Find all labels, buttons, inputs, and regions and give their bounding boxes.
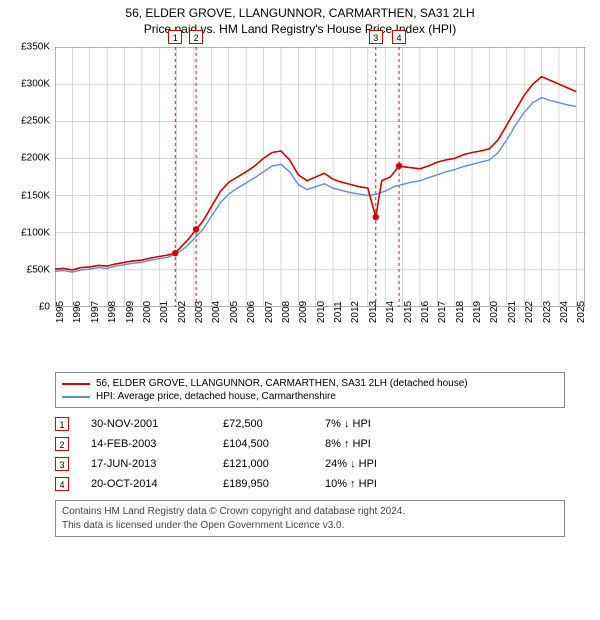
x-tick-label: 2012 bbox=[350, 301, 361, 323]
y-tick-label: £250K bbox=[21, 116, 50, 127]
sale-pct: 10% ↑ HPI bbox=[325, 478, 415, 490]
x-tick-label: 2009 bbox=[298, 301, 309, 323]
x-tick-label: 2016 bbox=[420, 301, 431, 323]
y-tick-label: £0 bbox=[39, 302, 50, 313]
y-tick-label: £100K bbox=[21, 227, 50, 238]
x-tick-label: 2024 bbox=[559, 301, 570, 323]
chart-container: 56, ELDER GROVE, LLANGUNNOR, CARMARTHEN,… bbox=[0, 0, 600, 537]
x-tick-label: 1995 bbox=[55, 301, 66, 323]
title-main: 56, ELDER GROVE, LLANGUNNOR, CARMARTHEN,… bbox=[10, 6, 590, 20]
x-tick-label: 2018 bbox=[455, 301, 466, 323]
x-tick-label: 1999 bbox=[125, 301, 136, 323]
plot-svg bbox=[55, 47, 585, 307]
x-tick-label: 2025 bbox=[576, 301, 587, 323]
y-tick-label: £350K bbox=[21, 42, 50, 53]
x-tick-label: 2010 bbox=[316, 301, 327, 323]
sale-pct: 8% ↑ HPI bbox=[325, 438, 415, 450]
x-tick-label: 2011 bbox=[333, 301, 344, 323]
x-tick-label: 2007 bbox=[264, 301, 275, 323]
sale-date: 20-OCT-2014 bbox=[91, 478, 201, 490]
title-sub: Price paid vs. HM Land Registry's House … bbox=[10, 22, 590, 36]
y-tick-label: £300K bbox=[21, 79, 50, 90]
footer-line-1: Contains HM Land Registry data © Crown c… bbox=[62, 505, 558, 519]
legend-label: HPI: Average price, detached house, Carm… bbox=[96, 391, 336, 402]
chart-area: £0 £50K £100K £150K £200K £250K £300K £350K 1995… bbox=[10, 42, 590, 342]
sale-row: 2 14-FEB-2003 £104,500 8% ↑ HPI bbox=[55, 434, 590, 454]
sale-marker: 2 bbox=[55, 437, 69, 451]
x-tick-label: 2008 bbox=[281, 301, 292, 323]
x-tick-label: 1997 bbox=[90, 301, 101, 323]
sale-marker-box: 1 bbox=[168, 30, 182, 44]
sales-table: 1 30-NOV-2001 £72,500 7% ↓ HPI 2 14-FEB-2003 £… bbox=[55, 414, 590, 494]
sale-date: 30-NOV-2001 bbox=[91, 418, 201, 430]
legend-label: 56, ELDER GROVE, LLANGUNNOR, CARMARTHEN,… bbox=[96, 378, 468, 389]
sale-date: 17-JUN-2013 bbox=[91, 458, 201, 470]
footer-box: Contains HM Land Registry data © Crown c… bbox=[55, 500, 565, 537]
sale-marker-box: 2 bbox=[189, 30, 203, 44]
sale-row: 4 20-OCT-2014 £189,950 10% ↑ HPI bbox=[55, 474, 590, 494]
x-tick-label: 2023 bbox=[542, 301, 553, 323]
sale-row: 1 30-NOV-2001 £72,500 7% ↓ HPI bbox=[55, 414, 590, 434]
sale-marker: 4 bbox=[55, 477, 69, 491]
x-tick-label: 2015 bbox=[403, 301, 414, 323]
x-tick-label: 2004 bbox=[211, 301, 222, 323]
legend-swatch bbox=[62, 396, 90, 398]
x-tick-label: 1998 bbox=[107, 301, 118, 323]
x-tick-label: 2002 bbox=[177, 301, 188, 323]
sale-pct: 24% ↓ HPI bbox=[325, 458, 415, 470]
sale-marker-box: 4 bbox=[392, 30, 406, 44]
legend-row: 56, ELDER GROVE, LLANGUNNOR, CARMARTHEN,… bbox=[62, 377, 558, 390]
x-tick-label: 2001 bbox=[159, 301, 170, 323]
x-tick-label: 2005 bbox=[229, 301, 240, 323]
x-tick-label: 2021 bbox=[507, 301, 518, 323]
x-tick-label: 2003 bbox=[194, 301, 205, 323]
sale-marker: 3 bbox=[55, 457, 69, 471]
x-tick-label: 1996 bbox=[72, 301, 83, 323]
legend-box: 56, ELDER GROVE, LLANGUNNOR, CARMARTHEN,… bbox=[55, 372, 565, 408]
x-tick-label: 2020 bbox=[489, 301, 500, 323]
sale-pct: 7% ↓ HPI bbox=[325, 418, 415, 430]
y-tick-label: £150K bbox=[21, 190, 50, 201]
footer-line-2: This data is licensed under the Open Gov… bbox=[62, 519, 558, 533]
x-tick-label: 2017 bbox=[437, 301, 448, 323]
sale-date: 14-FEB-2003 bbox=[91, 438, 201, 450]
titles: 56, ELDER GROVE, LLANGUNNOR, CARMARTHEN,… bbox=[0, 0, 600, 38]
sale-price: £72,500 bbox=[223, 418, 303, 430]
x-tick-label: 2014 bbox=[385, 301, 396, 323]
sale-price: £104,500 bbox=[223, 438, 303, 450]
sale-price: £121,000 bbox=[223, 458, 303, 470]
x-tick-label: 2006 bbox=[246, 301, 257, 323]
sale-price: £189,950 bbox=[223, 478, 303, 490]
y-tick-label: £200K bbox=[21, 153, 50, 164]
legend-swatch bbox=[62, 383, 90, 385]
x-tick-label: 2019 bbox=[472, 301, 483, 323]
sale-marker: 1 bbox=[55, 417, 69, 431]
y-tick-label: £50K bbox=[27, 264, 50, 275]
x-tick-label: 2000 bbox=[142, 301, 153, 323]
legend-row: HPI: Average price, detached house, Carm… bbox=[62, 390, 558, 403]
plot-area bbox=[55, 47, 585, 307]
sale-row: 3 17-JUN-2013 £121,000 24% ↓ HPI bbox=[55, 454, 590, 474]
x-tick-label: 2013 bbox=[368, 301, 379, 323]
x-tick-label: 2022 bbox=[524, 301, 535, 323]
sale-marker-box: 3 bbox=[369, 30, 383, 44]
